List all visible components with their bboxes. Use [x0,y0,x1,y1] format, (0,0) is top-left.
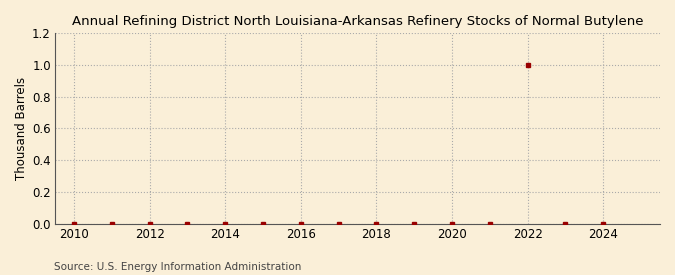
Text: Source: U.S. Energy Information Administration: Source: U.S. Energy Information Administ… [54,262,301,272]
Title: Annual Refining District North Louisiana-Arkansas Refinery Stocks of Normal Buty: Annual Refining District North Louisiana… [72,15,643,28]
Y-axis label: Thousand Barrels: Thousand Barrels [15,77,28,180]
